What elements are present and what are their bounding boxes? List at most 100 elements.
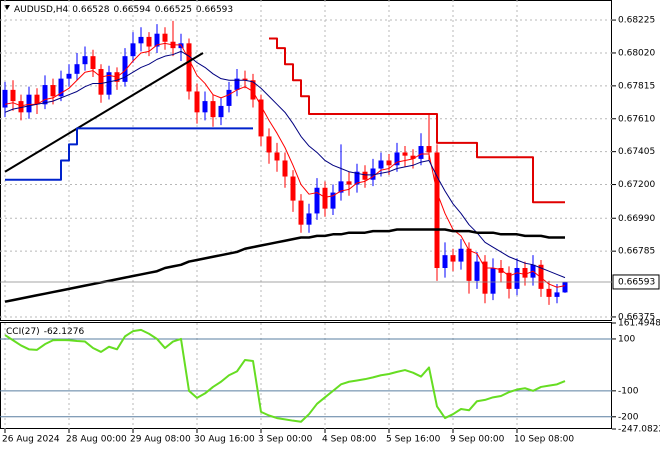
candle-body (10, 89, 16, 102)
candle-body (474, 261, 480, 281)
y-tick-label: 0.67200 (618, 180, 655, 190)
current-price-label: 0.66593 (618, 277, 655, 287)
y-tick-label: 0.67405 (618, 147, 655, 157)
candle-body (26, 94, 32, 113)
candle-body (394, 152, 400, 166)
candle-body (90, 56, 96, 70)
candle-body (418, 146, 424, 159)
candle-body (226, 89, 232, 106)
indicator-title: CCI(27) (6, 327, 40, 337)
candle-body (386, 160, 392, 166)
candle-body (562, 281, 568, 293)
candle-body (426, 146, 432, 153)
candle-body (338, 181, 344, 193)
y-tick-label: 0.68225 (618, 16, 655, 26)
candle-body (74, 64, 80, 74)
candle-body (378, 160, 384, 169)
y-tick-label: 0.66990 (618, 214, 655, 224)
header-high: 0.66594 (113, 5, 150, 15)
candle-body (42, 85, 48, 105)
candle-body (154, 33, 160, 47)
candle-body (218, 105, 224, 118)
x-tick-label: 3 Sep 00:00 (258, 435, 313, 445)
candle-body (130, 43, 136, 57)
x-tick-label: 10 Sep 08:00 (514, 435, 574, 445)
candle-body (50, 85, 56, 97)
indicator-panel-border (0, 322, 612, 429)
main-panel-border (0, 0, 612, 321)
candle-body (450, 255, 456, 262)
x-tick-label: 5 Sep 16:00 (386, 435, 441, 445)
candle-body (290, 176, 296, 201)
indicator-line (5, 127, 253, 181)
x-tick-label: 9 Sep 00:00 (450, 435, 505, 445)
header-low: 0.66525 (155, 5, 192, 15)
x-tick-label: 30 Aug 16:00 (194, 435, 255, 445)
candle-body (138, 36, 144, 44)
candle-body (522, 268, 528, 278)
candle-body (122, 56, 128, 82)
y-tick-label: 0.66785 (618, 247, 655, 257)
indicator-y-tick-label: -100 (618, 386, 639, 396)
indicator-header: CCI(27) -62.1276 (6, 327, 84, 337)
cci-line (4, 328, 566, 423)
candle-body (330, 192, 336, 209)
candle-body (282, 160, 288, 177)
candle-body (186, 43, 192, 92)
candle-body (354, 171, 360, 185)
candle-body (514, 268, 520, 289)
candle-body (66, 73, 72, 79)
candle-body (34, 94, 40, 105)
candle-body (258, 99, 264, 137)
candle-body (466, 248, 472, 281)
candle-body (554, 292, 560, 297)
chart-header: AUDUSD,H4 0.66528 0.66594 0.66525 0.66593 (14, 5, 233, 15)
x-tick-label: 4 Sep 08:00 (322, 435, 377, 445)
candle-body (98, 69, 104, 95)
candle-body (546, 288, 552, 297)
candle-body (298, 200, 304, 225)
indicator-line (4, 42, 566, 288)
candle-body (18, 101, 24, 113)
indicator-line (4, 228, 565, 303)
indicator-last-value: -62.1276 (44, 327, 85, 337)
candle-body (162, 33, 168, 42)
candle-body (266, 136, 272, 153)
candle-body (210, 101, 216, 118)
header-open: 0.66528 (72, 5, 109, 15)
candle-body (498, 268, 504, 273)
candle-body (234, 78, 240, 90)
y-tick-label: 0.67815 (618, 81, 655, 91)
candle-body (538, 264, 544, 289)
indicator-line (4, 52, 204, 173)
candle-body (322, 187, 328, 209)
candle-body (250, 80, 256, 100)
candle-body (58, 78, 64, 97)
indicator-y-tick-label: 100 (618, 334, 635, 344)
candle-body (346, 181, 352, 185)
x-tick-label: 28 Aug 00:00 (66, 435, 127, 445)
x-tick-label: 26 Aug 2024 (2, 435, 60, 445)
candle-body (106, 72, 112, 95)
candle-body (2, 89, 8, 108)
candle-body (482, 261, 488, 294)
candle-body (490, 268, 496, 294)
indicator-y-tick-label: -200 (618, 412, 639, 422)
candle-body (402, 152, 408, 156)
chart-title: AUDUSD,H4 (14, 5, 69, 15)
candle-body (458, 248, 464, 262)
y-tick-label: 0.66375 (618, 312, 655, 322)
current-price-box (612, 274, 660, 290)
candle-body (274, 152, 280, 161)
candle-body (370, 168, 376, 180)
candle-body (306, 213, 312, 225)
candle-body (194, 91, 200, 113)
candle-body (410, 155, 416, 159)
candle-body (434, 152, 440, 269)
candle-body (202, 101, 208, 113)
x-tick-label: 29 Aug 08:00 (130, 435, 191, 445)
candle-body (314, 187, 320, 214)
candle-body (362, 171, 368, 180)
y-tick-label: 0.67610 (618, 114, 655, 124)
